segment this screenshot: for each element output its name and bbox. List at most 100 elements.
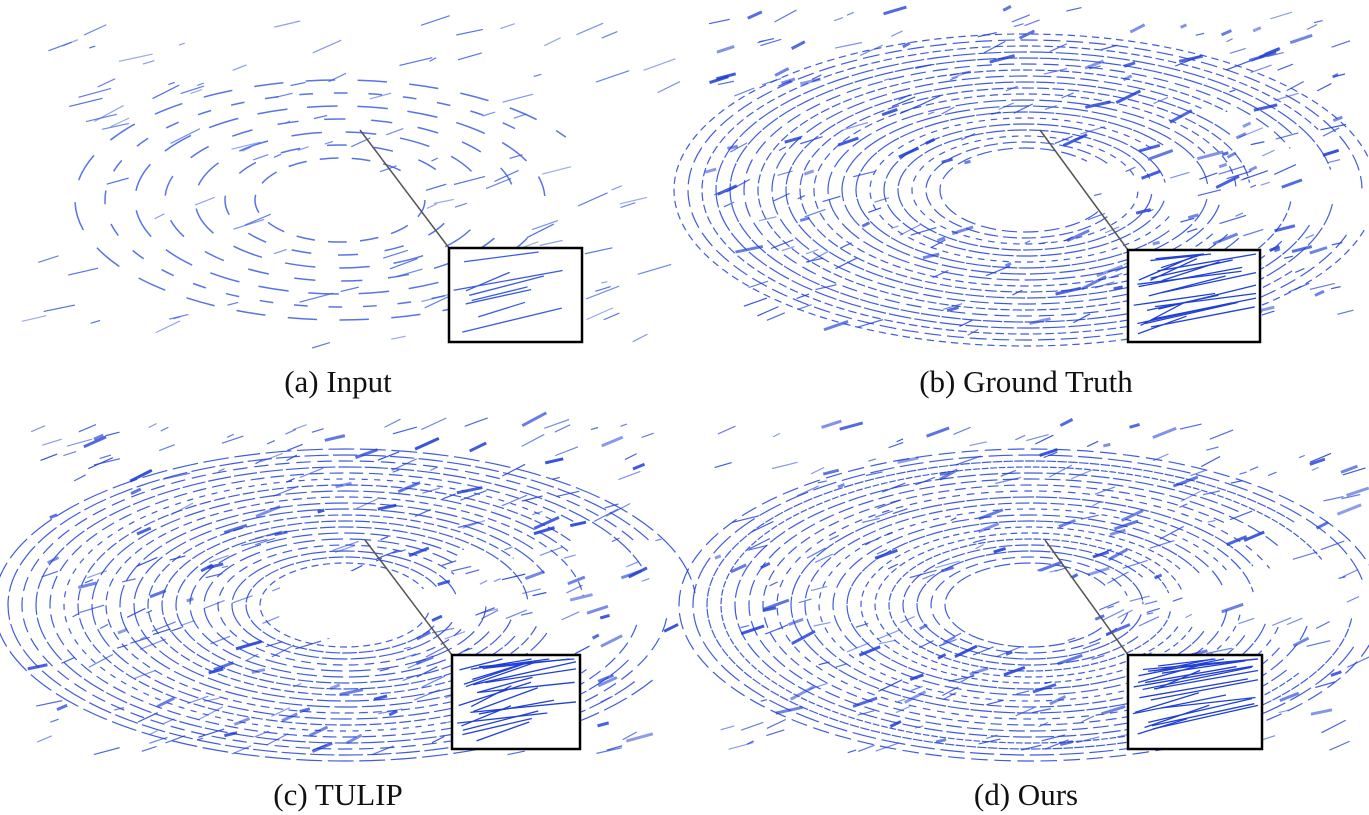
scan-segment	[1066, 229, 1090, 243]
scan-segment	[421, 417, 447, 431]
scan-segment	[1346, 595, 1360, 603]
scan-segment	[244, 653, 259, 662]
scan-segment	[898, 146, 920, 159]
scan-segment	[551, 476, 560, 480]
scan-ring	[133, 508, 548, 702]
scan-segment	[285, 477, 295, 483]
inset-scan	[1139, 678, 1249, 699]
scan-segment	[170, 128, 201, 144]
scan-segment	[766, 312, 786, 321]
scan-segment	[898, 94, 911, 101]
scan-segment	[312, 39, 342, 54]
scan-segment	[899, 102, 926, 115]
scan-segment	[354, 448, 378, 459]
scan-segment	[834, 16, 844, 22]
scan-segment	[808, 682, 829, 691]
scan-segment	[910, 226, 937, 236]
scan-segment	[1230, 480, 1243, 484]
scan-segment	[618, 470, 641, 481]
scan-segment	[539, 239, 563, 247]
scan-segment	[1146, 612, 1154, 615]
scan-segment	[1087, 566, 1110, 577]
scan-segment	[1105, 623, 1131, 637]
scan-segment	[126, 607, 146, 618]
scan-segment	[509, 154, 523, 160]
scan-segment	[628, 566, 648, 579]
scan-segment	[350, 564, 363, 573]
scan-segment	[663, 623, 679, 633]
inset-scan	[1161, 660, 1246, 674]
scan-segment	[78, 87, 112, 98]
scan-segment	[180, 620, 195, 627]
scan-segment	[1032, 683, 1057, 694]
scan-segment	[1316, 83, 1332, 92]
scan-segment	[937, 653, 947, 660]
scan-segment	[297, 146, 309, 151]
scan-segment	[925, 137, 936, 145]
scan-segment	[969, 441, 987, 447]
scan-segment	[1333, 73, 1346, 78]
scan-ring	[119, 502, 541, 708]
scan-segment	[481, 609, 499, 620]
scan-segment	[533, 516, 560, 530]
scan-segment	[935, 560, 960, 569]
scan-segment	[62, 39, 79, 47]
scan-segment	[1273, 247, 1281, 253]
scan-segment	[281, 712, 298, 723]
scan-segment	[1277, 63, 1294, 71]
scan-segment	[761, 78, 782, 86]
scan-segment	[254, 730, 270, 738]
scan-segment	[79, 604, 105, 614]
scan-segment	[955, 455, 981, 466]
scan-segment	[837, 136, 859, 147]
scan-segment	[50, 718, 59, 723]
scan-segment	[1201, 455, 1221, 468]
scan-segment	[1180, 217, 1195, 223]
scan-segment	[1062, 133, 1088, 147]
scan-segment	[1094, 614, 1105, 621]
scan-segment	[641, 577, 650, 582]
scan-ring	[846, 520, 1205, 690]
scan-segment	[1306, 23, 1318, 31]
scene	[0, 411, 696, 762]
scan-segment	[751, 520, 774, 533]
scan-segment	[457, 521, 480, 529]
scan-segment	[377, 451, 400, 461]
scan-segment	[1331, 241, 1343, 246]
scan-segment	[93, 433, 104, 441]
scan-segment	[895, 705, 911, 714]
scan-segment	[822, 195, 841, 203]
scan-segment	[1226, 38, 1233, 43]
scan-segment	[544, 457, 564, 465]
scan-segment	[1260, 181, 1270, 186]
scan-segment	[149, 589, 167, 599]
scan-segment	[266, 440, 275, 445]
scan-segment	[232, 64, 247, 71]
scan-segment	[730, 563, 747, 574]
scan-segment	[221, 565, 229, 569]
scan-segment	[1179, 23, 1187, 29]
scan-segment	[601, 435, 624, 448]
scan-segment	[790, 40, 806, 50]
scan-segment	[391, 335, 406, 340]
scene	[678, 418, 1369, 762]
scan-segment	[1011, 14, 1031, 23]
scan-segment	[1273, 164, 1297, 176]
scan-segment	[1327, 159, 1341, 164]
scan-segment	[372, 745, 394, 756]
inset-scan	[453, 269, 563, 291]
scan-segment	[1185, 613, 1193, 619]
scan-segment	[158, 444, 175, 452]
inset-scan	[1150, 679, 1259, 701]
scan-segment	[235, 639, 263, 651]
scan-segment	[1291, 245, 1313, 254]
scan-segment	[597, 676, 618, 688]
scan-segment	[1039, 448, 1058, 457]
scan-segment	[727, 144, 739, 150]
scan-segment	[416, 666, 438, 678]
scan-segment	[595, 70, 630, 83]
scan-segment	[556, 490, 580, 497]
scan-segment	[1044, 681, 1052, 685]
scan-segment	[950, 517, 957, 522]
inset-scan	[1153, 658, 1214, 672]
